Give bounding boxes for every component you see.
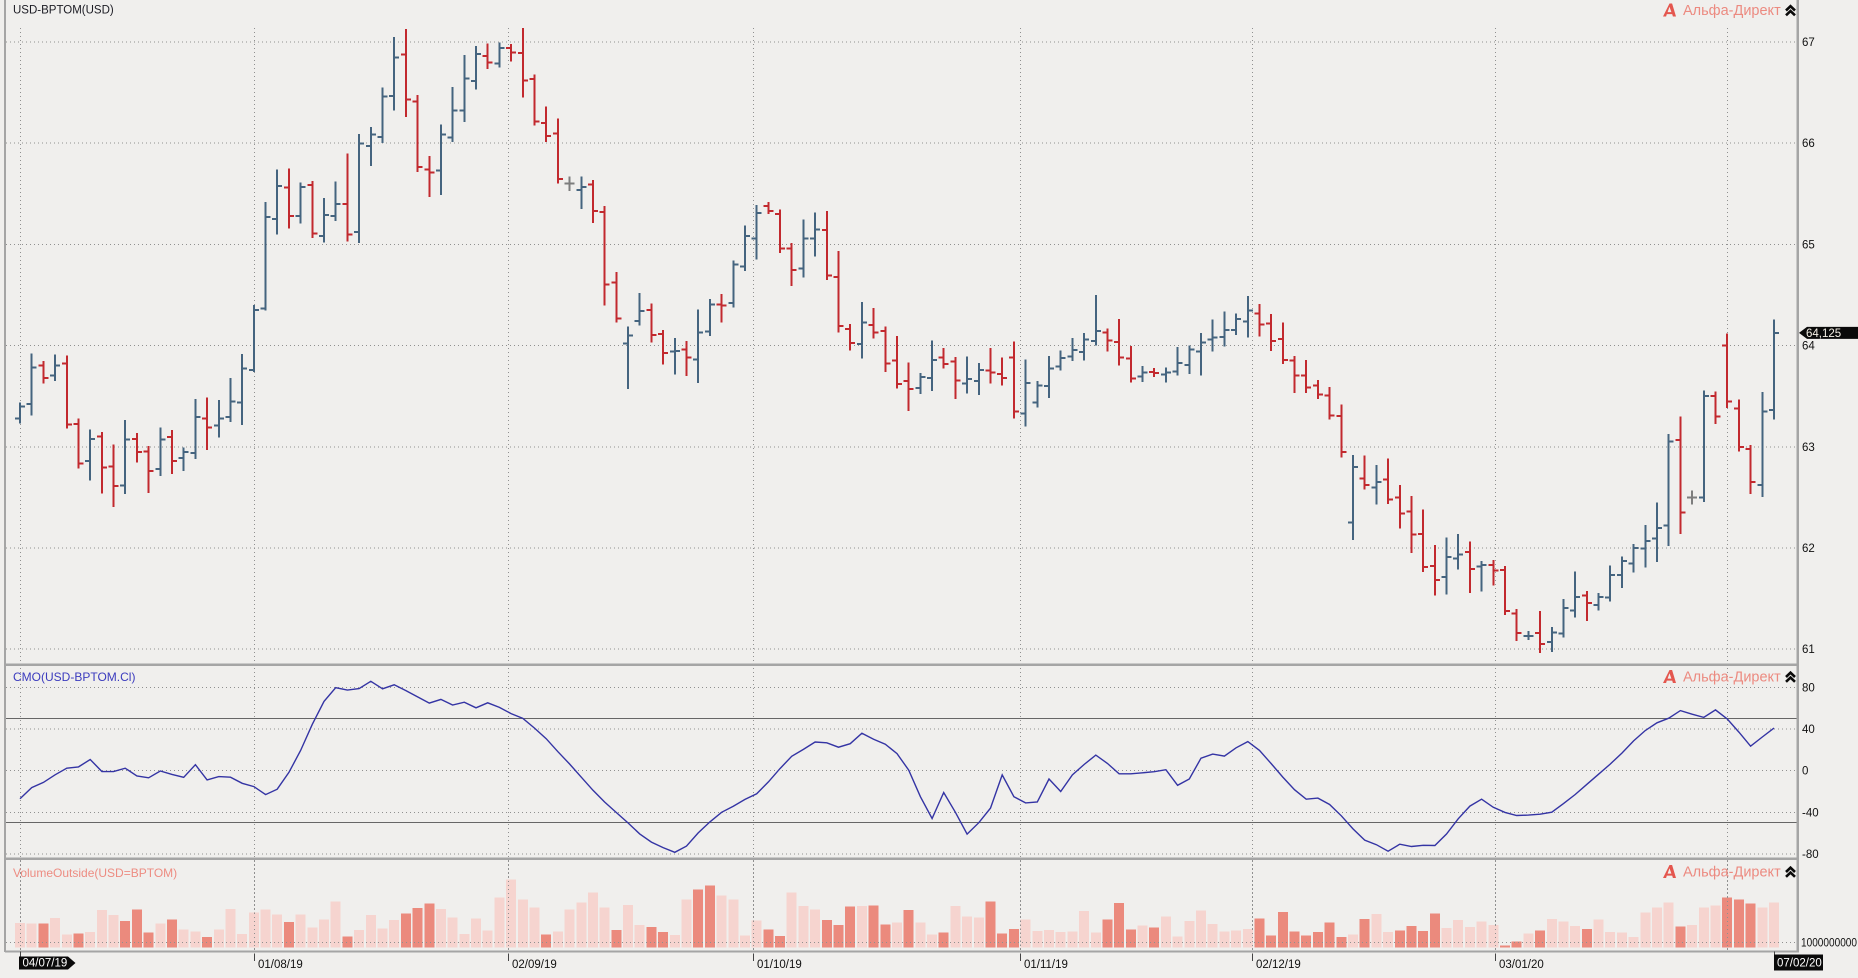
svg-text:66: 66 xyxy=(1802,138,1815,150)
svg-text:80: 80 xyxy=(1802,683,1815,695)
svg-text:CMO(USD-BPTOM.Cl): CMO(USD-BPTOM.Cl) xyxy=(13,670,135,684)
svg-text:02/09/19: 02/09/19 xyxy=(512,959,557,971)
svg-text:40: 40 xyxy=(1802,724,1815,736)
svg-text:07/02/20: 07/02/20 xyxy=(1777,958,1822,970)
svg-text:01/10/19: 01/10/19 xyxy=(757,959,802,971)
svg-text:64,125: 64,125 xyxy=(1806,328,1841,340)
svg-text:0: 0 xyxy=(1802,766,1808,778)
svg-text:61: 61 xyxy=(1802,644,1815,656)
svg-text:64: 64 xyxy=(1802,341,1815,353)
svg-text:03/01/20: 03/01/20 xyxy=(1499,959,1544,971)
svg-text:63: 63 xyxy=(1802,442,1815,454)
svg-text:01/11/19: 01/11/19 xyxy=(1024,959,1068,971)
svg-text:-80: -80 xyxy=(1802,849,1819,861)
svg-text:65: 65 xyxy=(1802,239,1815,251)
svg-text:Альфа-Директ: Альфа-Директ xyxy=(1683,3,1781,19)
svg-text:1000000000: 1000000000 xyxy=(1801,938,1857,950)
svg-text:VolumeOutside(USD=BPTOM): VolumeOutside(USD=BPTOM) xyxy=(13,866,177,880)
svg-text:04/07/19: 04/07/19 xyxy=(23,958,68,970)
svg-text:01/08/19: 01/08/19 xyxy=(258,959,303,971)
svg-text:02/12/19: 02/12/19 xyxy=(1256,959,1301,971)
svg-text:62: 62 xyxy=(1802,543,1815,555)
svg-text:-40: -40 xyxy=(1802,807,1819,819)
svg-text:Альфа-Директ: Альфа-Директ xyxy=(1683,670,1781,686)
svg-text:USD-BPTOM(USD): USD-BPTOM(USD) xyxy=(13,5,114,17)
svg-text:67: 67 xyxy=(1802,37,1815,49)
svg-text:Альфа-Директ: Альфа-Директ xyxy=(1683,865,1781,881)
